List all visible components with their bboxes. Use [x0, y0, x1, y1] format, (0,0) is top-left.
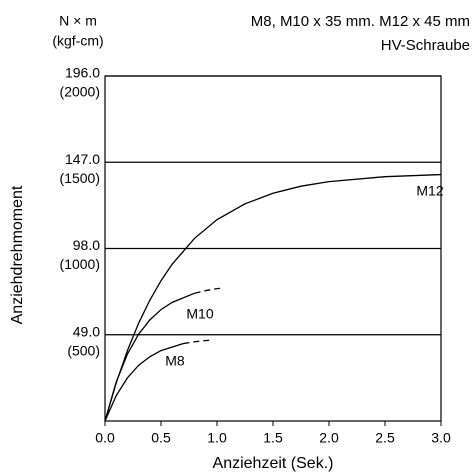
y-tick-label: 147.0	[65, 151, 100, 167]
y-tick-label: 49.0	[73, 323, 100, 339]
series-line	[104, 342, 184, 422]
series-line	[104, 173, 442, 422]
chart-subtitle: HV-Schraube	[381, 37, 470, 54]
y-tick-label: 98.0	[73, 237, 100, 253]
series-extension	[183, 339, 212, 345]
y-unit: N × m	[59, 13, 97, 29]
chart-title: M8, M10 x 35 mm. M12 x 45 mm	[251, 13, 470, 30]
y-unit-sub: (kgf-cm)	[52, 33, 103, 49]
series-extension	[194, 287, 223, 294]
series-label: M12	[416, 183, 443, 199]
y-tick-sublabel: (2000)	[60, 84, 100, 100]
series-label: M8	[165, 353, 185, 369]
x-tick-label: 2.5	[375, 430, 395, 446]
series-line	[104, 292, 195, 422]
x-tick-label: 3.0	[431, 430, 451, 446]
x-tick-label: 1.5	[263, 430, 283, 446]
y-tick-sublabel: (500)	[67, 342, 100, 358]
y-tick-sublabel: (1500)	[60, 170, 100, 186]
y-tick-sublabel: (1000)	[60, 256, 100, 272]
y-tick-label: 196.0	[65, 65, 100, 81]
x-tick-label: 0.5	[151, 430, 171, 446]
series-label: M10	[186, 306, 213, 322]
x-axis-label: Anziehzeit (Sek.)	[213, 455, 334, 472]
x-tick-label: 0.0	[95, 430, 115, 446]
x-tick-label: 1.0	[207, 430, 227, 446]
x-tick-label: 2.0	[319, 430, 339, 446]
y-axis-label: Anziehdrehmoment	[9, 185, 26, 324]
